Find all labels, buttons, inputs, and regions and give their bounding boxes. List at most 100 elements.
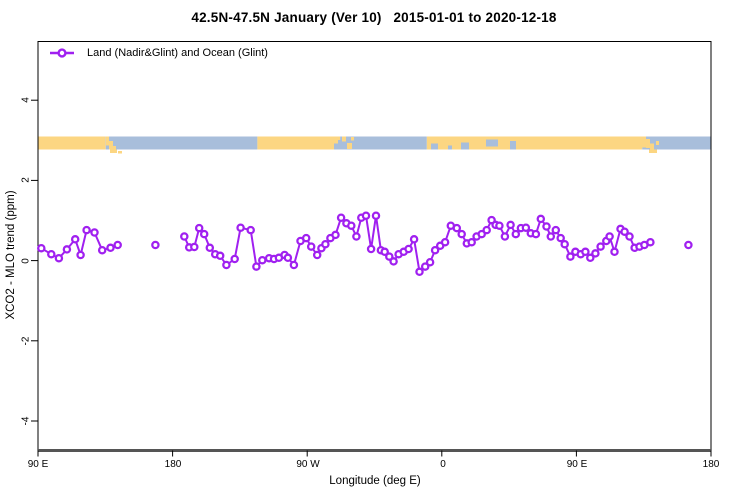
band-segment-land [38, 136, 106, 150]
band-coast-detail-land [649, 149, 657, 153]
band-segment-ocean [642, 136, 711, 150]
series-point [215, 251, 225, 261]
chart-title: 42.5N-47.5N January (Ver 10) 2015-01-01 … [191, 10, 557, 25]
band-segment-land [426, 136, 643, 150]
y-axis-title: XCO2 - MLO trend (ppm) [5, 190, 17, 320]
band-coast-detail-land [650, 143, 654, 150]
series-point [506, 220, 515, 230]
series-point [106, 243, 115, 253]
series-point [54, 253, 64, 263]
y-tick-label: 2 [20, 177, 32, 183]
series-point [495, 221, 504, 230]
series-point [199, 229, 209, 239]
series-point [385, 252, 394, 261]
band-coast-detail-ocean [510, 141, 516, 150]
series-point [684, 240, 693, 250]
band-coast-detail-land [113, 146, 116, 150]
series-point [556, 233, 565, 243]
x-axis-title: Longitude (deg E) [329, 475, 421, 487]
series-point [230, 254, 239, 264]
series-point [190, 242, 199, 252]
series-point [536, 214, 546, 224]
series-point [452, 223, 462, 233]
series-point [331, 230, 340, 240]
series-point [511, 229, 521, 239]
series-point [151, 240, 160, 250]
series-point [420, 262, 430, 271]
band-coast-detail-land [351, 137, 354, 141]
series-point [97, 245, 107, 255]
series-point [542, 222, 551, 231]
series-point [409, 235, 419, 244]
band-segment-land [257, 136, 341, 150]
series-point [180, 232, 189, 241]
series-point [306, 242, 316, 251]
series-point [336, 213, 346, 222]
series-point [76, 250, 85, 260]
series-point [70, 235, 80, 244]
band-coast-detail-ocean [338, 140, 342, 150]
series-point [37, 243, 46, 253]
series-point [440, 237, 450, 247]
legend-marker [50, 48, 74, 58]
series-point [457, 229, 466, 239]
series-point [47, 249, 56, 259]
series-point [258, 255, 267, 265]
band-segment-ocean [105, 136, 258, 150]
band-coast-detail-ocean [334, 143, 339, 150]
series-point [430, 245, 440, 255]
band-coast-detail-ocean [431, 143, 438, 150]
series-point [404, 244, 413, 254]
series-point [321, 239, 330, 249]
series-point [301, 233, 311, 243]
band-coast-detail-land [110, 149, 117, 153]
series-point [236, 223, 245, 232]
series-point [82, 225, 91, 235]
series-point [551, 225, 561, 235]
series-point [62, 245, 72, 254]
band-coast-detail-land [347, 143, 352, 149]
series-point [371, 211, 381, 220]
series-point [380, 247, 389, 257]
band-coast-detail-ocean [486, 139, 498, 147]
series-point [586, 253, 595, 263]
series-point [366, 244, 376, 254]
band-segment-ocean [340, 136, 427, 150]
series-point [566, 252, 575, 261]
series-point [205, 243, 215, 253]
series-point [605, 232, 614, 241]
series-point [625, 232, 634, 241]
series-point [482, 225, 491, 235]
legend-label: Land (Nadir&Glint) and Ocean (Glint) [87, 47, 268, 59]
y-tick-label: -2 [20, 336, 32, 346]
x-tick-label: 90 W [296, 459, 320, 470]
series-point [194, 223, 204, 233]
series-point [222, 260, 231, 270]
series-point [610, 247, 619, 257]
series-point [312, 250, 322, 260]
series-point [361, 211, 371, 220]
series-point [546, 232, 556, 241]
x-tick-label: 90 E [27, 459, 49, 470]
y-tick-label: 0 [20, 258, 32, 264]
plot-border [37, 41, 712, 451]
x-tick-label: 180 [702, 459, 720, 470]
series-point [289, 260, 299, 270]
series-point [581, 247, 590, 257]
band-coast-detail-ocean [461, 142, 469, 150]
band-coast-detail-land [106, 136, 109, 146]
series-point [389, 257, 398, 266]
band-coast-detail-land [342, 136, 346, 142]
series-point [246, 225, 255, 235]
y-tick-label: -4 [20, 416, 32, 426]
x-tick-label: 0 [440, 459, 446, 470]
x-tick-label: 90 E [566, 459, 588, 470]
series-point [467, 237, 476, 247]
series-point [415, 267, 424, 277]
series-point [620, 227, 629, 236]
band-coast-detail-land [642, 136, 646, 148]
band-coast-detail-land [109, 141, 113, 150]
band-coast-detail-land [656, 141, 659, 145]
